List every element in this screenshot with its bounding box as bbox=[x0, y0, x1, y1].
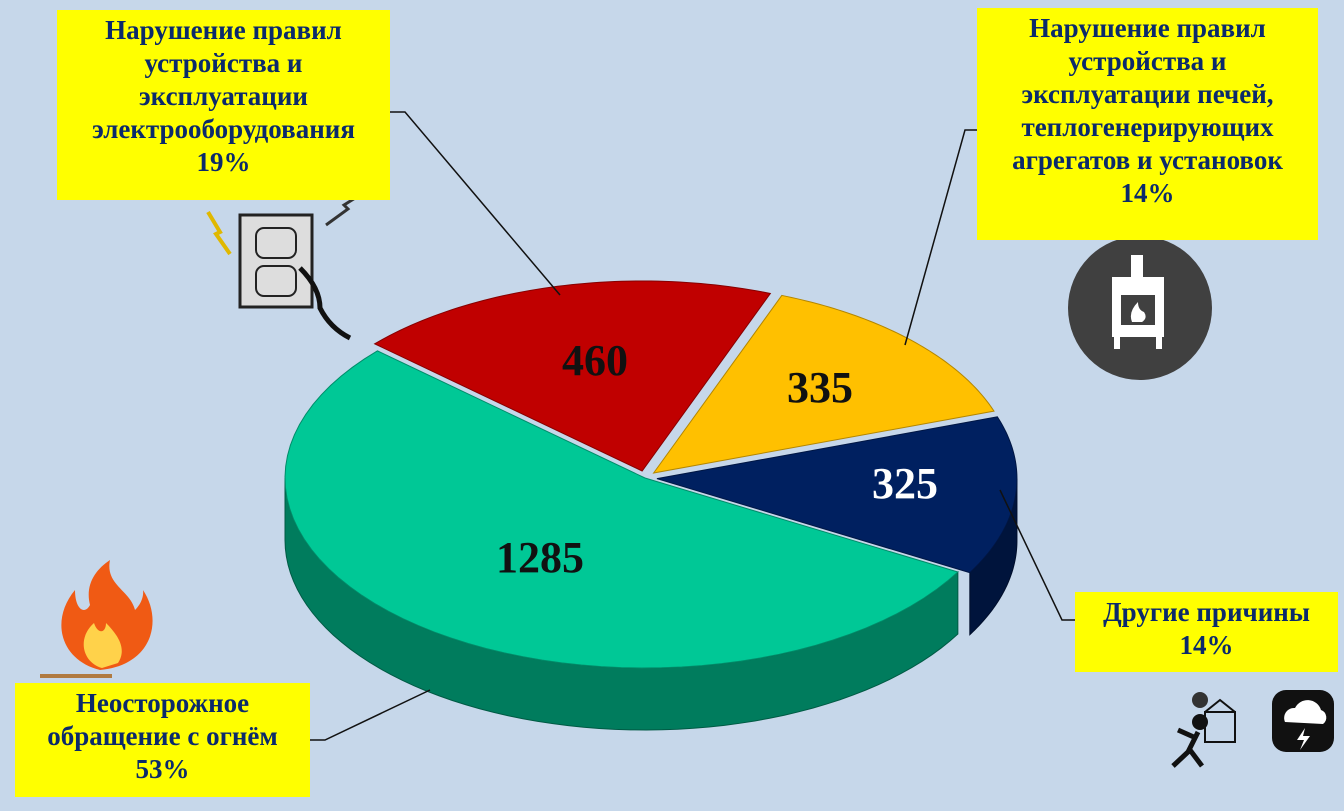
category-label: Неосторожное обращение с огнём bbox=[47, 688, 278, 751]
callout: Нарушение правил устройства и эксплуатац… bbox=[977, 8, 1318, 240]
leader-line bbox=[390, 111, 561, 296]
slice bbox=[373, 280, 772, 472]
leader-line bbox=[999, 489, 1075, 621]
percent-label: 53% bbox=[135, 754, 190, 784]
flame-icon bbox=[40, 560, 153, 678]
storm-icon bbox=[1272, 690, 1334, 752]
category-label: Другие причины bbox=[1103, 597, 1310, 627]
value-label: 325 bbox=[872, 459, 938, 508]
value-label: 1285 bbox=[496, 533, 584, 582]
category-label: Нарушение правил устройства и эксплуатац… bbox=[92, 15, 355, 144]
stove-icon bbox=[1068, 236, 1212, 380]
slice bbox=[284, 350, 959, 669]
callout: Другие причины 14% bbox=[1075, 592, 1338, 672]
leader-line bbox=[904, 129, 977, 346]
leader-line bbox=[310, 689, 431, 741]
slice bbox=[656, 416, 1018, 574]
slice bbox=[652, 294, 995, 474]
category-label: Нарушение правил устройства и эксплуатац… bbox=[1012, 13, 1283, 175]
percent-label: 19% bbox=[196, 147, 251, 177]
percent-label: 14% bbox=[1120, 178, 1175, 208]
value-label: 335 bbox=[787, 363, 853, 412]
socket-icon bbox=[206, 193, 361, 341]
value-label: 460 bbox=[562, 336, 628, 385]
callout: Нарушение правил устройства и эксплуатац… bbox=[57, 10, 390, 200]
callout: Неосторожное обращение с огнём 53% bbox=[15, 683, 310, 797]
percent-label: 14% bbox=[1179, 630, 1234, 660]
runner-icon bbox=[1171, 692, 1236, 768]
